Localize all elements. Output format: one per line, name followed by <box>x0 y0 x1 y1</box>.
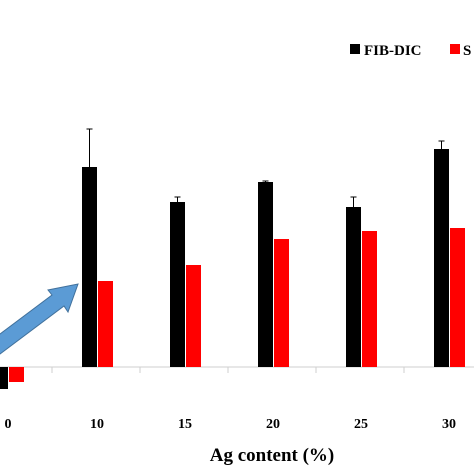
bar-fib-dic-10 <box>82 167 97 367</box>
bars-layer <box>0 149 465 389</box>
bar-s-30 <box>450 228 465 367</box>
x-tick-label-15: 15 <box>178 417 192 432</box>
x-tick-label-10: 10 <box>90 417 104 432</box>
bar-fib-dic-0 <box>0 367 8 389</box>
x-tick-label-0: 0 <box>5 417 12 432</box>
bar-fib-dic-20 <box>258 182 273 367</box>
legend-swatch-s <box>450 44 460 54</box>
legend-label-s: S <box>463 43 471 59</box>
x-tick-labels: 0 10 15 20 25 30 <box>5 417 457 432</box>
legend: FIB-DIC S <box>350 43 471 59</box>
error-bars-layer <box>86 128 445 207</box>
x-tick-label-20: 20 <box>266 417 280 432</box>
bar-fib-dic-30 <box>434 149 449 367</box>
annotations-layer <box>0 283 79 355</box>
bar-s-20 <box>274 239 289 367</box>
bar-s-0 <box>9 367 24 382</box>
legend-swatch-fib-dic <box>350 44 360 54</box>
x-axis-title: Ag content (%) <box>210 445 335 466</box>
axis-layer <box>0 366 474 373</box>
bar-s-10 <box>98 281 113 367</box>
blue-arrow <box>0 283 79 355</box>
x-tick-label-30: 30 <box>442 417 456 432</box>
bar-s-25 <box>362 231 377 367</box>
legend-label-fib-dic: FIB-DIC <box>364 43 422 59</box>
bar-fib-dic-25 <box>346 207 361 367</box>
bar-s-15 <box>186 265 201 367</box>
x-tick-label-25: 25 <box>354 417 368 432</box>
bar-fib-dic-15 <box>170 202 185 367</box>
